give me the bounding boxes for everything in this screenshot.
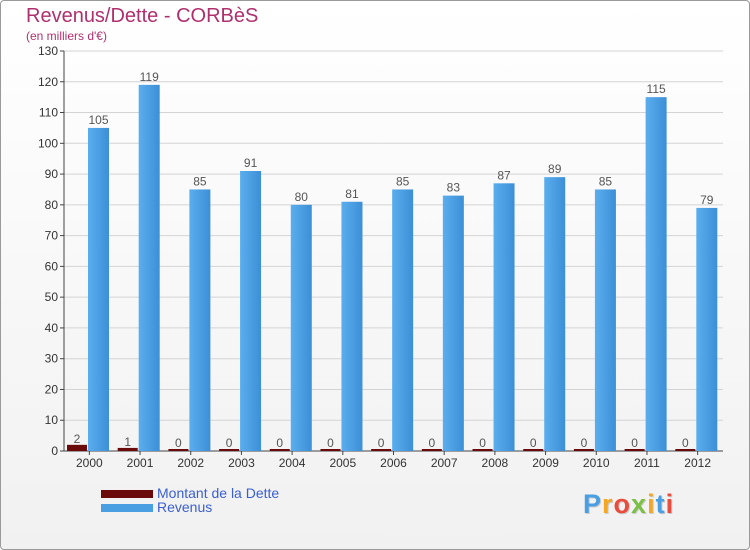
bar-revenus-2006 <box>392 189 414 451</box>
data-label-dette-2000: 2 <box>74 432 81 446</box>
y-tick-label: 120 <box>38 75 58 89</box>
data-label-revenus-2007: 83 <box>447 181 461 195</box>
data-label-dette-2011: 0 <box>631 436 638 450</box>
bar-dette-2011 <box>624 449 645 451</box>
data-label-revenus-2004: 80 <box>295 190 309 204</box>
data-label-dette-2004: 0 <box>276 436 283 450</box>
logo-letter: x <box>631 489 648 519</box>
y-tick-label: 10 <box>45 413 59 427</box>
y-tick-label: 30 <box>45 352 59 366</box>
x-tick-label-2001: 2001 <box>127 456 154 470</box>
x-tick-label-2012: 2012 <box>684 456 711 470</box>
x-tick-label-2003: 2003 <box>228 456 255 470</box>
bar-revenus-2001 <box>138 84 160 451</box>
bar-revenus-2010 <box>594 189 616 451</box>
data-label-revenus-2005: 81 <box>345 187 359 201</box>
bar-revenus-2004 <box>290 204 312 451</box>
y-tick-label: 100 <box>38 136 58 150</box>
x-tick-label-2005: 2005 <box>329 456 356 470</box>
chart-title: Revenus/Dette - CORBèS <box>26 5 259 27</box>
data-label-revenus-2001: 119 <box>140 70 159 84</box>
data-label-dette-2007: 0 <box>429 436 436 450</box>
y-tick-label: 20 <box>45 382 59 396</box>
data-label-dette-2005: 0 <box>327 436 334 450</box>
x-tick-label-2006: 2006 <box>380 456 407 470</box>
data-label-revenus-2010: 85 <box>599 174 613 188</box>
bar-revenus-2005 <box>341 201 363 451</box>
y-tick-label: 40 <box>45 321 59 335</box>
legend-label-revenus: Revenus <box>157 499 213 515</box>
bar-dette-2004 <box>269 449 290 451</box>
y-tick-label: 130 <box>38 44 58 58</box>
bar-dette-2005 <box>320 449 341 451</box>
bar-dette-2002 <box>168 449 189 451</box>
bar-revenus-2003 <box>240 171 262 451</box>
data-label-revenus-2002: 85 <box>193 174 207 188</box>
bar-dette-2010 <box>573 449 594 451</box>
chart-subtitle: (en milliers d'€) <box>26 29 107 43</box>
data-label-dette-2009: 0 <box>530 436 537 450</box>
y-tick-label: 70 <box>45 229 59 243</box>
logo-letter: i <box>665 489 675 519</box>
x-tick-label-2011: 2011 <box>634 456 660 470</box>
data-label-revenus-2009: 89 <box>548 162 562 176</box>
y-tick-label: 0 <box>51 444 58 458</box>
data-label-revenus-2000: 105 <box>88 113 108 127</box>
bar-dette-2003 <box>219 449 240 451</box>
x-tick-label-2008: 2008 <box>482 456 509 470</box>
bar-dette-2008 <box>472 449 493 451</box>
logo-letter: P <box>583 489 603 519</box>
data-label-revenus-2003: 91 <box>244 156 258 170</box>
data-label-dette-2003: 0 <box>226 436 233 450</box>
data-label-revenus-2011: 115 <box>647 82 666 96</box>
bar-revenus-2008 <box>493 183 515 452</box>
proxiti-logo: Proxiti <box>583 489 674 520</box>
bar-revenus-2009 <box>544 177 566 451</box>
x-tick-label-2007: 2007 <box>431 456 458 470</box>
bar-dette-2012 <box>675 449 696 451</box>
logo-letter: o <box>613 489 632 519</box>
x-tick-label-2000: 2000 <box>76 456 103 470</box>
x-tick-label-2002: 2002 <box>177 456 204 470</box>
data-labels: 2 105 1 119 0 85 0 91 0 80 0 81 0 85 0 83 0 87 0 89 0 85 0 115 0… <box>74 70 714 450</box>
y-tick-label: 80 <box>45 198 59 212</box>
bar-revenus-2002 <box>189 189 211 451</box>
logo-letter: i <box>647 489 656 519</box>
x-tick-label-2009: 2009 <box>532 456 559 470</box>
bar-revenus-2011 <box>645 97 667 452</box>
data-label-revenus-2008: 87 <box>497 168 511 182</box>
y-tick-label: 90 <box>45 167 59 181</box>
data-label-dette-2001: 1 <box>124 435 131 449</box>
bar-revenus-2007 <box>442 195 464 451</box>
bar-dette-2007 <box>421 449 442 451</box>
data-label-dette-2010: 0 <box>581 436 588 450</box>
bar-revenus-2000 <box>88 127 109 451</box>
bar-dette-2006 <box>371 449 392 451</box>
x-tick-label-2004: 2004 <box>279 456 306 470</box>
data-label-dette-2012: 0 <box>682 436 689 450</box>
logo-letter: t <box>655 489 666 519</box>
legend-swatch-dette <box>101 490 153 498</box>
bar-dette-2000 <box>67 444 87 451</box>
y-tick-label: 60 <box>45 259 59 273</box>
y-tick-label: 110 <box>39 106 58 120</box>
legend-swatch-revenus <box>101 504 153 512</box>
legend-label-dette: Montant de la Dette <box>157 485 280 501</box>
data-label-revenus-2006: 85 <box>396 174 410 188</box>
data-label-dette-2006: 0 <box>378 436 385 450</box>
y-tick-label: 50 <box>45 290 59 304</box>
bar-revenus-2012 <box>696 207 718 451</box>
logo-letter: r <box>602 489 614 519</box>
data-label-dette-2002: 0 <box>175 436 182 450</box>
x-tick-label-2010: 2010 <box>583 456 610 470</box>
data-label-dette-2008: 0 <box>479 436 486 450</box>
data-label-revenus-2012: 79 <box>700 193 714 207</box>
bar-dette-2001 <box>117 447 138 451</box>
bar-dette-2009 <box>523 449 544 451</box>
bars <box>67 84 718 452</box>
